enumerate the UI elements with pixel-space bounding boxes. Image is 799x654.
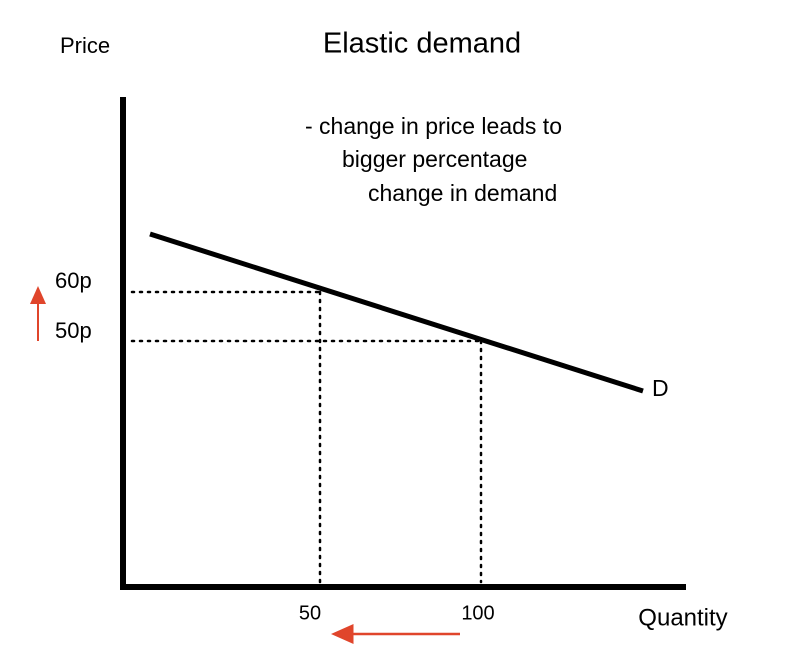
quantity-label: 100	[461, 602, 494, 624]
quantity-label: 50	[299, 602, 321, 624]
annotation-line: - change in price leads to	[305, 113, 562, 139]
annotation-line: change in demand	[368, 180, 557, 206]
y-axis-label: Price	[60, 33, 110, 58]
price-label: 50p	[55, 318, 92, 343]
curve-label: D	[652, 375, 669, 401]
annotation-line: bigger percentage	[342, 146, 527, 172]
title: Elastic demand	[323, 28, 521, 60]
x-axis-label: Quantity	[638, 604, 727, 631]
demand-curve	[149, 231, 644, 394]
price-label: 60p	[55, 268, 92, 293]
